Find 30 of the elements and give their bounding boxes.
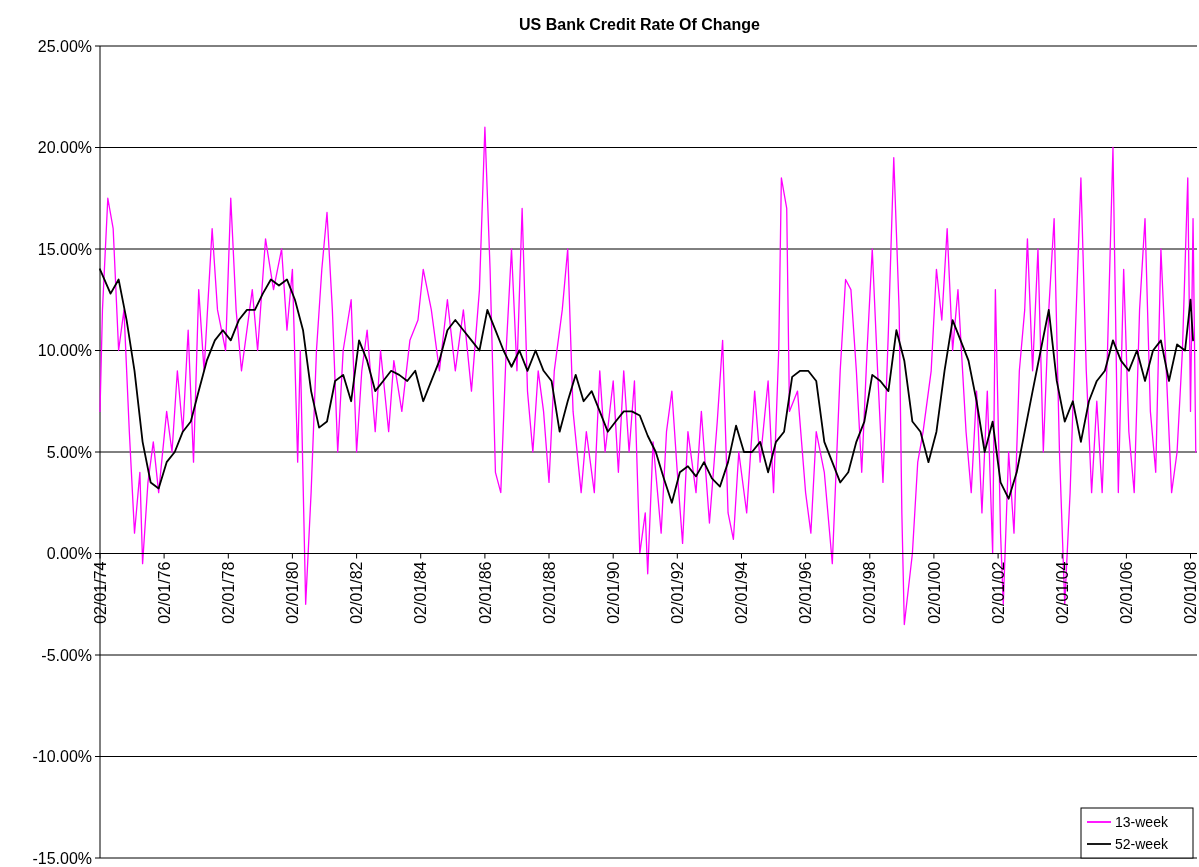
y-tick-label: 15.00% [37,240,92,258]
y-tick-label: 0.00% [46,545,92,563]
x-tick-label: 02/01/00 [925,561,943,624]
y-tick-label: 20.00% [37,139,92,157]
x-tick-label: 02/01/90 [604,561,622,624]
x-tick-label: 02/01/74 [91,561,109,624]
x-tick-label: 02/01/82 [348,561,366,624]
x-tick-label: 02/01/80 [284,561,302,624]
x-tick-label: 02/01/04 [1053,561,1071,624]
x-tick-label: 02/01/88 [540,561,558,624]
x-tick-label: 02/01/94 [733,561,751,624]
y-tick-label: -10.00% [32,748,92,766]
y-tick-label: 25.00% [37,37,92,55]
y-tick-label: -5.00% [41,646,92,664]
y-tick-label: -15.00% [32,849,92,867]
x-tick-label: 02/01/02 [989,561,1007,624]
legend-label: 13-week [1115,814,1169,830]
x-tick-label: 02/01/92 [668,561,686,624]
x-tick-label: 02/01/76 [155,561,173,624]
x-tick-label: 02/01/98 [861,561,879,624]
x-tick-label: 02/01/08 [1182,561,1199,624]
x-tick-label: 02/01/06 [1118,561,1135,624]
x-tick-label: 02/01/96 [797,561,815,624]
legend-label: 52-week [1115,836,1169,852]
y-tick-label: 10.00% [37,342,92,360]
y-tick-label: 5.00% [46,443,92,461]
x-tick-label: 02/01/84 [412,561,430,624]
chart-title: US Bank Credit Rate Of Change [519,16,761,33]
x-tick-label: 02/01/86 [476,561,494,624]
x-tick-label: 02/01/78 [219,561,237,624]
